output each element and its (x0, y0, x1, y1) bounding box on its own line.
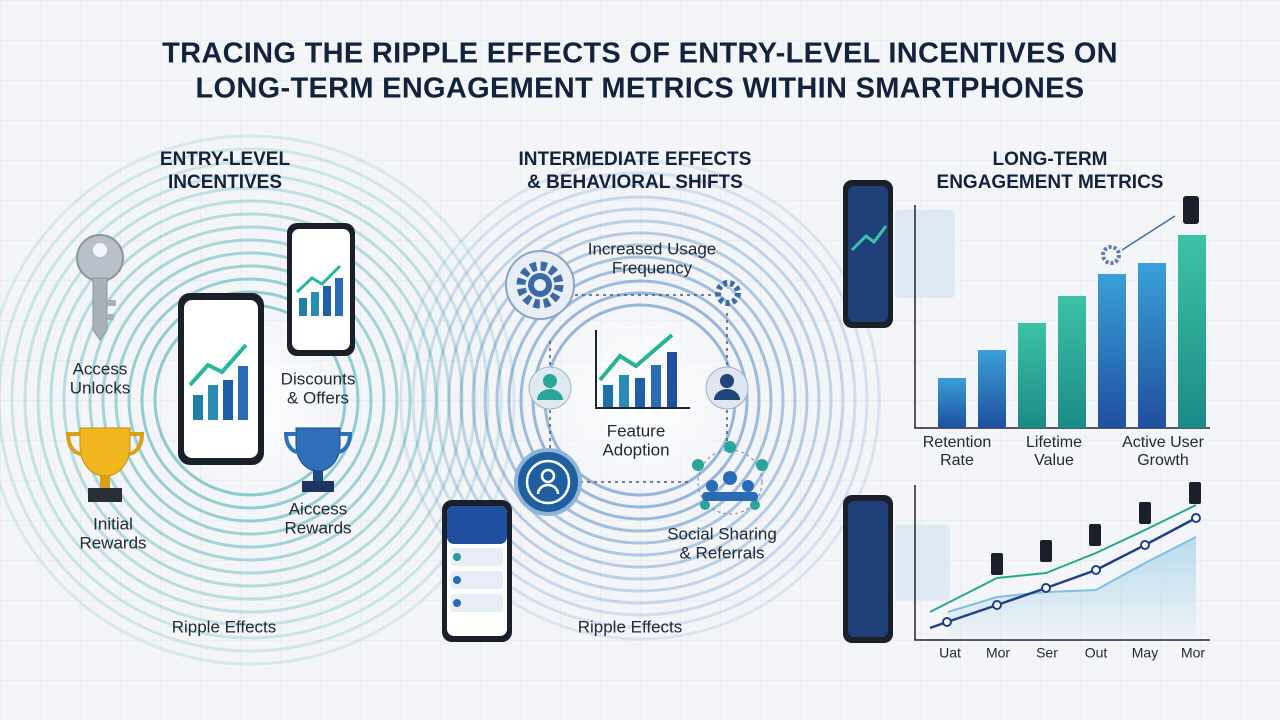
network-icon (692, 441, 768, 515)
title: LONG-TERM ENGAGEMENT METRICS WITHIN SMAR… (196, 73, 1085, 105)
user-icon (705, 366, 749, 410)
bar-label: Value (1034, 452, 1074, 469)
ripple-ring (495, 255, 785, 545)
section-heading: ENGAGEMENT METRICS (937, 172, 1164, 193)
ripple-ring (75, 225, 425, 575)
ripple-ring (519, 279, 761, 521)
ripple-ring (49, 199, 451, 601)
line-labels: Uat Mor Ser Out May Mor (939, 645, 1205, 661)
item-label: Rewards (284, 518, 351, 537)
section-heading: INCENTIVES (168, 172, 282, 193)
ripple-ring (0, 147, 503, 653)
item-label: Discounts (281, 369, 356, 388)
item-label: Adoption (602, 440, 669, 459)
ripple-ring (10, 160, 490, 640)
item-label: Increased Usage (588, 239, 717, 258)
trophy-gold (65, 427, 145, 502)
bar-label: Growth (1137, 452, 1189, 469)
floating-card (895, 525, 950, 600)
bar-label: Retention (923, 434, 992, 451)
user-icon (528, 366, 572, 410)
section-heading: INTERMEDIATE EFFECTS (519, 149, 752, 170)
title: TRACING THE RIPPLE EFFECTS OF ENTRY-LEVE… (162, 38, 1118, 70)
axis-label: Out (1085, 645, 1108, 661)
axis-label: May (1132, 645, 1158, 661)
gear-icon (505, 250, 575, 320)
ripple-ring (447, 207, 833, 593)
ripple-ring (62, 212, 438, 588)
item-label: Feature (607, 421, 666, 440)
ripple-ring (0, 134, 516, 666)
phone (843, 495, 893, 643)
ripple-ring (411, 171, 869, 629)
ripple-ring (399, 159, 881, 641)
line-chart (914, 482, 1210, 641)
section-heading: LONG-TERM (992, 149, 1107, 170)
ripple-ring (23, 173, 477, 627)
ripple-ring (459, 219, 821, 581)
user-icon-large (514, 448, 582, 516)
ripple-ring (114, 264, 386, 536)
phone (287, 223, 355, 356)
ripple-ring (101, 251, 399, 549)
key-icon (76, 234, 124, 341)
bar-label: Lifetime (1026, 434, 1082, 451)
ripple-ring (140, 290, 360, 510)
bar-chart (914, 196, 1210, 429)
trophy-blue (283, 427, 353, 492)
item-label: Access (73, 359, 128, 378)
ripple-ring (435, 195, 845, 605)
axis-label: Ser (1036, 645, 1058, 661)
ripple-ring (36, 186, 464, 614)
axis-label: Uat (939, 645, 961, 661)
phone (442, 500, 512, 642)
connectors (549, 294, 728, 483)
ripple-ring (507, 267, 773, 533)
ripple-ring (483, 243, 797, 557)
floating-card (895, 210, 955, 298)
ripple-ring (471, 231, 809, 569)
item-label: & Offers (287, 388, 349, 407)
ripple-ring (423, 183, 857, 617)
item-label: Unlocks (70, 378, 130, 397)
phone (178, 293, 264, 465)
phone (843, 180, 893, 328)
ripple-ring (88, 238, 412, 562)
axis-label: Mor (1181, 645, 1205, 661)
item-label: Initial (93, 514, 133, 533)
axis-label: Mor (986, 645, 1010, 661)
ripples (0, 134, 881, 666)
section-heading: & BEHAVIORAL SHIFTS (527, 172, 743, 193)
growth-chart-icon (595, 330, 690, 409)
item-label: Aiccess (289, 499, 348, 518)
bar-label: Rate (940, 452, 974, 469)
ripple-ring (127, 277, 373, 523)
gear-small (715, 280, 741, 306)
item-label: Social Sharing (667, 524, 777, 543)
item-label: Frequency (612, 258, 693, 277)
item-label: Rewards (79, 533, 146, 552)
section-heading: ENTRY-LEVEL (160, 149, 291, 170)
item-label: & Referrals (679, 543, 764, 562)
footer-label: Ripple Effects (172, 617, 277, 636)
footer-label: Ripple Effects (578, 617, 683, 636)
bar-label: Active User (1122, 434, 1204, 451)
